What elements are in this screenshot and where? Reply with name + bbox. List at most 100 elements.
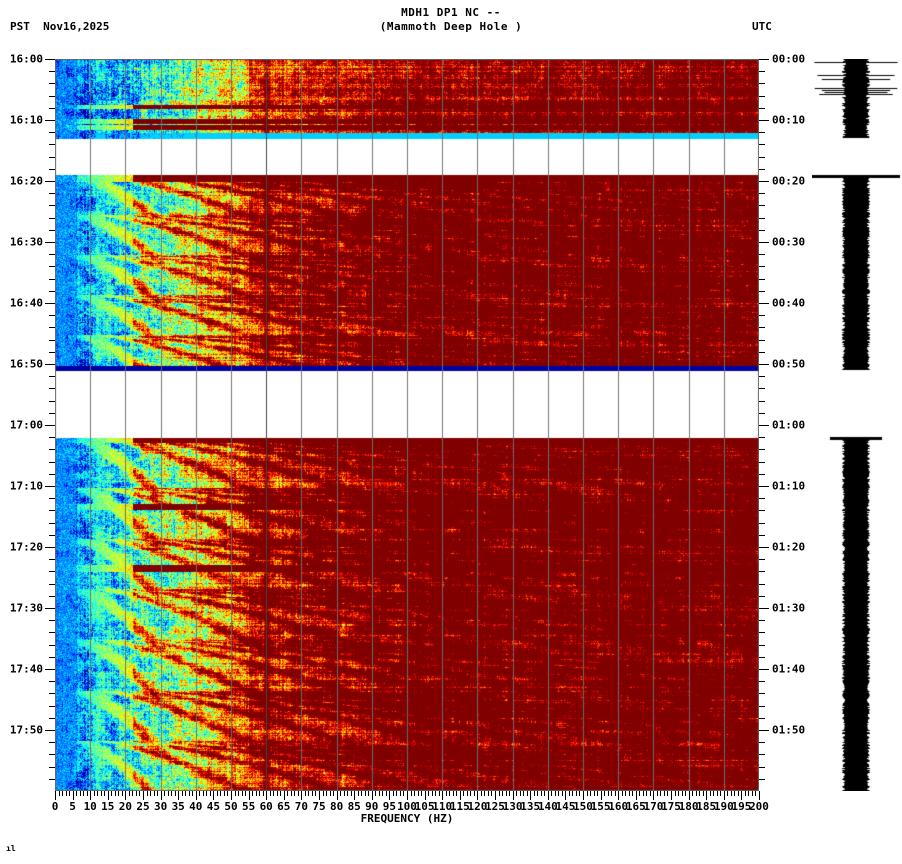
frequency-major-tick	[424, 791, 426, 800]
frequency-major-tick	[72, 791, 74, 800]
header-left-timezone-date: PST Nov16,2025	[10, 20, 110, 33]
amplitude-trace-canvas	[812, 59, 902, 791]
frequency-minor-tick	[607, 791, 609, 796]
time-axis-label-utc: 01:00	[772, 418, 806, 432]
time-axis-minor-tick	[49, 461, 55, 463]
time-axis-minor-tick	[49, 498, 55, 500]
frequency-major-tick	[600, 791, 602, 800]
frequency-minor-tick	[329, 791, 331, 796]
frequency-axis-label: 120	[467, 800, 488, 813]
frequency-minor-tick	[65, 791, 67, 796]
time-axis-minor-tick	[49, 778, 55, 780]
time-axis-label-pst: 16:20	[9, 174, 43, 188]
frequency-minor-tick	[716, 791, 718, 796]
time-axis-minor-tick	[49, 534, 55, 536]
time-axis-minor-tick	[49, 95, 55, 97]
page-subtitle: (Mammoth Deep Hole )	[379, 20, 523, 33]
time-axis-minor-tick	[759, 583, 765, 585]
frequency-minor-tick	[737, 791, 739, 796]
time-axis-minor-tick	[49, 522, 55, 524]
frequency-axis-label: 190	[713, 800, 734, 813]
frequency-minor-tick	[135, 791, 137, 796]
time-axis-major-tick	[759, 120, 769, 121]
frequency-minor-tick	[252, 791, 254, 796]
frequency-major-tick	[530, 791, 532, 800]
frequency-minor-tick	[146, 791, 148, 796]
frequency-minor-tick	[58, 791, 60, 796]
time-axis-minor-tick	[759, 229, 765, 231]
time-axis-label-utc: 00:00	[772, 52, 806, 66]
frequency-minor-tick	[509, 791, 511, 796]
frequency-minor-tick	[326, 791, 328, 796]
time-axis-minor-tick	[49, 107, 55, 109]
time-axis-minor-tick	[49, 217, 55, 219]
frequency-minor-tick	[308, 791, 310, 796]
frequency-major-tick	[442, 791, 444, 800]
frequency-axis-label: 165	[625, 800, 646, 813]
frequency-major-tick	[565, 791, 567, 800]
frequency-minor-tick	[628, 791, 630, 796]
time-axis-minor-tick	[759, 498, 765, 500]
time-axis-minor-tick	[49, 290, 55, 292]
time-axis-minor-tick	[49, 388, 55, 390]
frequency-minor-tick	[431, 791, 433, 796]
frequency-minor-tick	[533, 791, 535, 796]
time-axis-minor-tick	[49, 583, 55, 585]
time-axis-minor-tick	[49, 168, 55, 170]
frequency-minor-tick	[646, 791, 648, 796]
frequency-axis-label: 145	[555, 800, 576, 813]
frequency-minor-tick	[445, 791, 447, 796]
time-axis-minor-tick	[49, 229, 55, 231]
spectrogram-plot[interactable]	[55, 59, 759, 791]
frequency-minor-tick	[484, 791, 486, 796]
frequency-minor-tick	[364, 791, 366, 796]
time-axis-minor-tick	[759, 193, 765, 195]
frequency-minor-tick	[727, 791, 729, 796]
frequency-minor-tick	[121, 791, 123, 796]
frequency-minor-tick	[273, 791, 275, 796]
frequency-minor-tick	[551, 791, 553, 796]
frequency-minor-tick	[452, 791, 454, 796]
frequency-minor-tick	[93, 791, 95, 796]
amplitude-trace-panel	[812, 59, 902, 791]
time-axis-pst: 16:00 16:10 16:20 16:30 16:40 16:50 17:00 17:10…	[0, 53, 55, 791]
frequency-minor-tick	[259, 791, 261, 796]
frequency-minor-tick	[192, 791, 194, 796]
frequency-axis-label: 200	[749, 800, 769, 813]
frequency-minor-tick	[340, 791, 342, 796]
time-axis-label-utc: 01:10	[772, 479, 806, 493]
frequency-minor-tick	[294, 791, 296, 796]
frequency-minor-tick	[586, 791, 588, 796]
frequency-axis-title: FREQUENCY (HZ)	[360, 812, 454, 825]
time-axis-major-tick	[45, 608, 55, 609]
time-axis-major-tick	[759, 303, 769, 304]
frequency-minor-tick	[487, 791, 489, 796]
frequency-minor-tick	[255, 791, 257, 796]
frequency-minor-tick	[333, 791, 335, 796]
frequency-minor-tick	[537, 791, 539, 796]
time-axis-minor-tick	[49, 437, 55, 439]
spectrogram-canvas[interactable]	[55, 59, 759, 791]
time-axis-minor-tick	[49, 278, 55, 280]
frequency-axis-label: 155	[590, 800, 611, 813]
frequency-major-tick	[195, 791, 197, 800]
time-axis-minor-tick	[759, 559, 765, 561]
time-axis-label-pst: 17:10	[9, 479, 43, 493]
frequency-minor-tick	[185, 791, 187, 796]
frequency-minor-tick	[473, 791, 475, 796]
frequency-axis-label: 70	[294, 800, 309, 813]
frequency-axis-label: 35	[171, 800, 185, 813]
time-axis-utc: 00:00 00:10 00:20 00:30 00:40 00:50 01:00 01:10…	[759, 53, 902, 791]
time-axis-major-tick	[759, 547, 769, 548]
time-axis-major-tick	[45, 364, 55, 365]
time-axis-label-pst: 17:30	[9, 601, 43, 615]
frequency-minor-tick	[216, 791, 218, 796]
frequency-axis-label: 115	[449, 800, 470, 813]
time-axis-minor-tick	[759, 205, 765, 207]
frequency-major-tick	[547, 791, 549, 800]
frequency-minor-tick	[150, 791, 152, 796]
page-title: MDH1 DP1 NC --	[401, 6, 501, 19]
frequency-major-tick	[319, 791, 320, 800]
frequency-major-tick	[706, 791, 708, 800]
time-axis-minor-tick	[49, 742, 55, 744]
